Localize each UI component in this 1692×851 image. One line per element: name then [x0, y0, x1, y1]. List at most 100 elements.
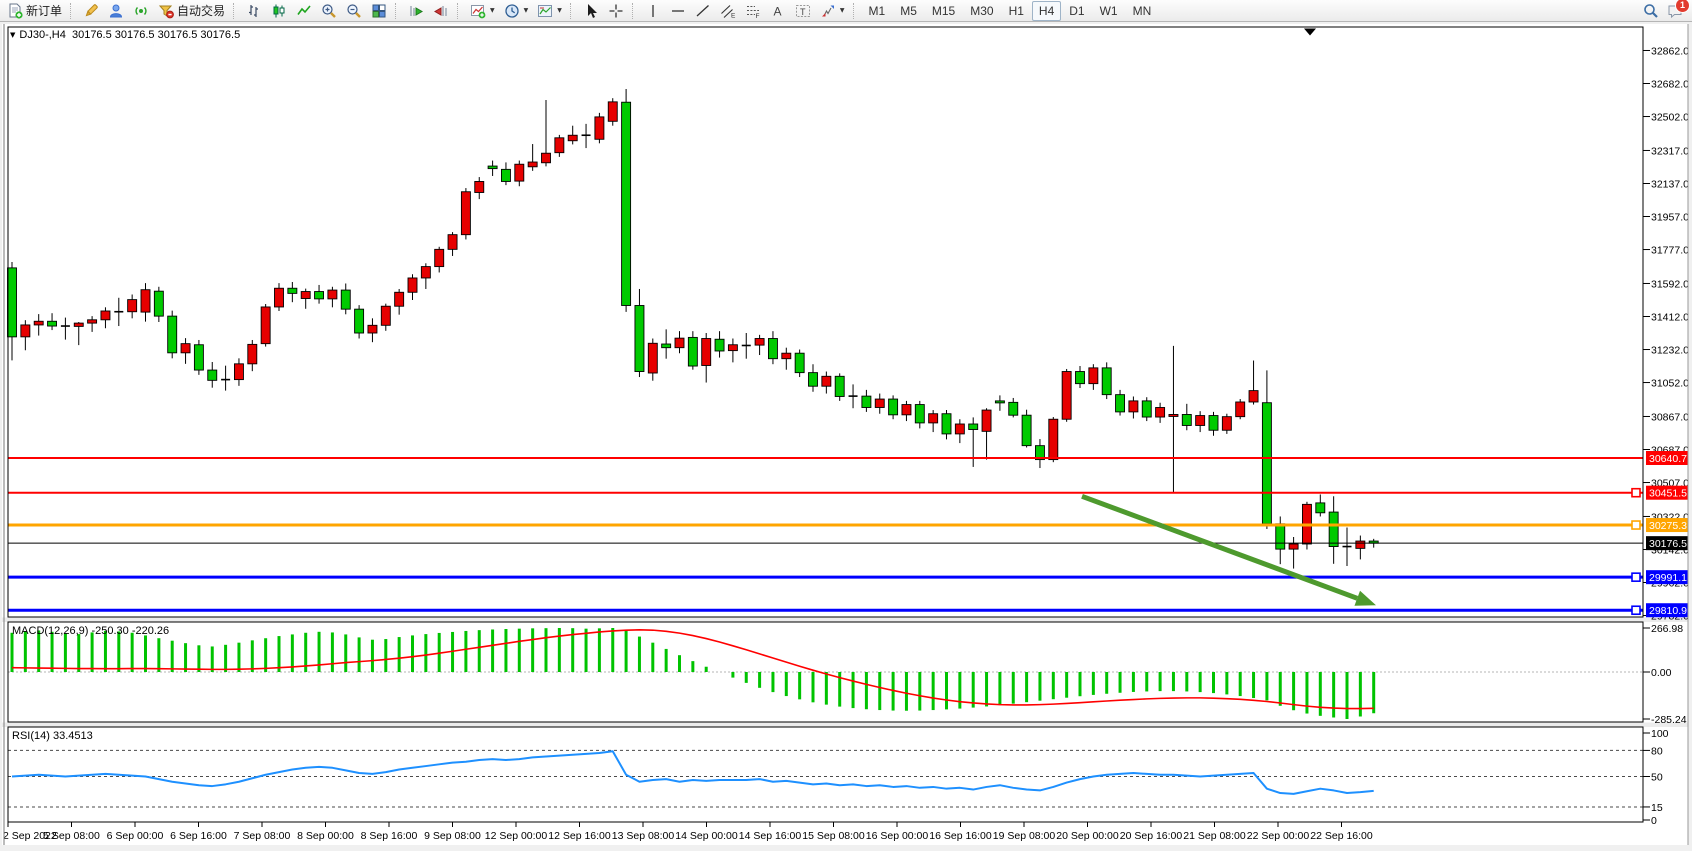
hline-tool-button[interactable] — [666, 0, 690, 22]
candle-down — [621, 101, 632, 306]
label-tool-button[interactable]: T — [791, 0, 815, 22]
time-tick-label: 6 Sep 00:00 — [107, 830, 164, 842]
chart-shift-button[interactable] — [429, 0, 453, 22]
indicators-button[interactable]: ▼ — [466, 0, 499, 22]
bar-chart-icon — [249, 4, 259, 17]
candle-up — [1155, 407, 1166, 418]
template-icon — [538, 4, 553, 17]
zoom-out-button[interactable] — [342, 0, 366, 22]
periods-button[interactable]: ▼ — [500, 0, 533, 22]
tab-m1[interactable]: M1 — [868, 3, 886, 18]
tab-m5[interactable]: M5 — [900, 3, 917, 18]
time-tick-label: 9 Sep 08:00 — [424, 830, 481, 842]
candle-up — [260, 306, 271, 345]
candle-up — [274, 287, 284, 308]
templates-button[interactable]: ▼ — [533, 0, 566, 22]
shift-marker-icon[interactable] — [1304, 28, 1316, 36]
trend-arrow[interactable] — [1081, 493, 1359, 601]
crosshair-tool-button[interactable] — [604, 0, 628, 22]
signal-icon — [135, 6, 147, 15]
candle-up — [380, 305, 391, 326]
candle-up — [874, 398, 885, 408]
notifications-button[interactable]: 1 — [1667, 0, 1690, 19]
svg-text:E: E — [731, 12, 736, 19]
price-tick-label: 30867.0 — [1651, 411, 1689, 423]
one-click-expander-icon[interactable]: ▼ — [10, 31, 16, 39]
candle-down — [487, 165, 498, 170]
candle-chart-button[interactable] — [267, 0, 291, 22]
cursor-tool-button[interactable] — [579, 0, 603, 22]
rsi-indicator-label: RSI(14) 33.4513 — [12, 730, 93, 742]
candle-down — [888, 398, 899, 416]
candle-down — [794, 352, 805, 374]
zoom-in-button[interactable] — [317, 0, 341, 22]
candle-up — [781, 352, 792, 360]
candle-down — [1075, 371, 1085, 385]
signals-button[interactable] — [129, 0, 153, 22]
chart-background — [2, 24, 1688, 845]
hline-handle[interactable] — [1631, 520, 1641, 530]
tab-d1[interactable]: D1 — [1069, 3, 1085, 18]
candle-down — [340, 289, 351, 310]
time-tick-label: 22 Sep 16:00 — [1310, 830, 1373, 842]
hline-handle[interactable] — [1631, 487, 1641, 498]
autotrading-button[interactable]: 自动交易 — [154, 0, 229, 22]
channel-tool-button[interactable]: E — [716, 0, 740, 22]
auto-scroll-button[interactable] — [404, 0, 428, 22]
trendline-tool-button[interactable] — [691, 0, 715, 22]
svg-text:F: F — [755, 13, 759, 19]
candle-up — [647, 342, 658, 374]
candle-up — [607, 101, 618, 122]
pane-splitter[interactable] — [2, 722, 1688, 728]
candle-up — [33, 320, 44, 326]
hline-handle[interactable] — [1631, 572, 1641, 582]
tab-m15[interactable]: M15 — [931, 3, 956, 18]
tab-mn[interactable]: MN — [1132, 3, 1152, 18]
arrows-tool-button[interactable]: ▼ — [816, 0, 849, 22]
new-order-button[interactable]: 新订单 — [3, 0, 66, 22]
publisher-icon — [110, 4, 123, 17]
vline-tool-button[interactable] — [641, 0, 665, 22]
candle-down — [7, 267, 17, 338]
time-tick-label: 21 Sep 08:00 — [1183, 830, 1246, 842]
candle-up — [87, 319, 98, 324]
trend-arrow-head[interactable] — [1354, 590, 1376, 606]
bar-chart-button[interactable] — [242, 0, 266, 22]
templates-dropdown-caret: ▼ — [557, 7, 562, 14]
toolbar-separator — [569, 2, 575, 19]
line-chart-button[interactable] — [292, 0, 316, 22]
time-tick-label: 16 Sep 16:00 — [929, 830, 992, 842]
toolbar-separator — [70, 2, 75, 19]
tab-h4[interactable]: H4 — [1031, 0, 1062, 21]
publish-button[interactable] — [104, 0, 128, 22]
candle-up — [514, 163, 525, 182]
search-icon[interactable] — [1643, 3, 1659, 19]
autotrading-label: 自动交易 — [177, 4, 226, 18]
price-tick-label: 32502.0 — [1651, 112, 1689, 124]
candle-down — [661, 343, 672, 349]
hline-handle[interactable] — [1631, 605, 1641, 616]
tab-m30[interactable]: M30 — [970, 3, 994, 18]
time-tick-label: 15 Sep 08:00 — [802, 830, 865, 842]
candle-down — [1021, 414, 1032, 447]
zoom-out-icon — [347, 3, 361, 18]
svg-text:A: A — [773, 4, 781, 18]
fibonacci-tool-button[interactable]: F — [741, 0, 765, 22]
pane-splitter[interactable] — [2, 617, 1688, 623]
candle-up — [460, 191, 471, 236]
tab-w1[interactable]: W1 — [1099, 3, 1118, 18]
tile-windows-button[interactable] — [367, 0, 391, 22]
text-tool-button[interactable]: A — [766, 0, 790, 22]
candle-down — [207, 369, 218, 381]
macd-tick-label: -285.24 — [1651, 714, 1687, 726]
candle-up — [674, 337, 685, 349]
candle-up — [474, 181, 485, 193]
price-tag-label: 30176.5 — [1649, 538, 1687, 550]
tab-h1[interactable]: H1 — [1008, 3, 1024, 18]
macd-signal-line — [11, 629, 1374, 710]
candle-up — [233, 363, 244, 381]
candle-down — [1328, 511, 1339, 548]
styler-button[interactable] — [79, 0, 103, 22]
arrows-dropdown-caret: ▼ — [839, 7, 845, 14]
